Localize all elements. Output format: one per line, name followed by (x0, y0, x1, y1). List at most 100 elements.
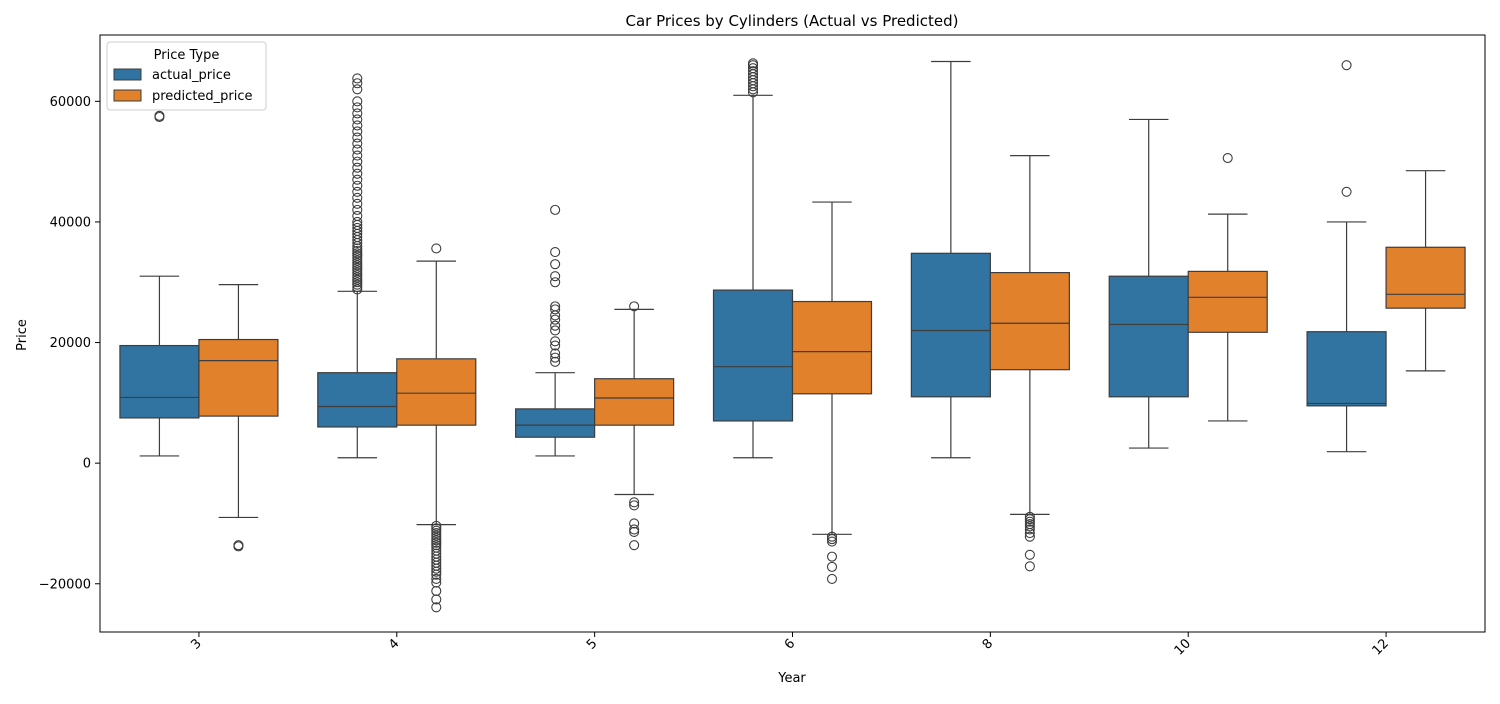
box-predicted_price-5 (594, 378, 675, 426)
outlier-predicted_price-5 (629, 540, 640, 551)
outlier-predicted_price-4 (431, 585, 442, 597)
outlier-predicted_price-4 (431, 525, 442, 536)
outlier-actual_price-4 (352, 282, 363, 293)
outlier-actual_price-4 (352, 260, 363, 271)
outlier-actual_price-5 (550, 340, 561, 351)
outlier-predicted_price-6 (826, 561, 838, 572)
outlier-predicted_price-4 (431, 537, 442, 548)
x-tick-label: 6 (782, 636, 798, 652)
box-predicted_price-3 (198, 338, 279, 417)
outlier-predicted_price-4 (431, 540, 442, 551)
box-actual_price-4 (317, 372, 398, 428)
outlier-predicted_price-6 (826, 531, 838, 542)
outlier-predicted_price-4 (431, 594, 442, 605)
outlier-actual_price-4 (352, 73, 363, 84)
outlier-predicted_price-4 (431, 520, 442, 531)
outlier-actual_price-5 (550, 247, 561, 258)
outlier-actual_price-3 (154, 110, 165, 121)
outlier-predicted_price-4 (431, 243, 442, 254)
outlier-actual_price-4 (352, 168, 363, 179)
outlier-predicted_price-4 (431, 602, 442, 613)
outlier-predicted_price-4 (431, 573, 442, 584)
x-tick-label: 12 (1370, 636, 1392, 658)
outlier-actual_price-4 (352, 204, 363, 215)
outlier-predicted_price-5 (629, 526, 640, 537)
outlier-actual_price-6 (747, 63, 759, 74)
outlier-actual_price-4 (352, 279, 363, 290)
outlier-actual_price-4 (352, 253, 363, 264)
outlier-actual_price-5 (550, 271, 561, 282)
box-actual_price-5 (515, 408, 596, 438)
outlier-actual_price-4 (352, 284, 363, 295)
outlier-actual_price-5 (550, 320, 561, 331)
outlier-actual_price-4 (352, 132, 363, 143)
outlier-predicted_price-5 (629, 500, 640, 511)
outlier-actual_price-5 (550, 348, 561, 359)
outlier-actual_price-5 (550, 304, 561, 315)
outlier-actual_price-4 (352, 162, 363, 173)
outlier-actual_price-4 (352, 186, 363, 197)
outlier-actual_price-4 (352, 144, 363, 155)
outlier-actual_price-4 (352, 269, 363, 281)
outlier-predicted_price-10 (1222, 152, 1233, 164)
outlier-predicted_price-8 (1024, 524, 1035, 535)
outlier-actual_price-5 (550, 259, 561, 270)
outlier-predicted_price-4 (431, 569, 442, 580)
outlier-actual_price-6 (747, 66, 759, 77)
outlier-predicted_price-4 (431, 535, 442, 546)
x-tick-label: 8 (980, 636, 996, 652)
outlier-actual_price-5 (550, 314, 561, 325)
y-axis-label: Price (15, 319, 30, 351)
outlier-actual_price-4 (352, 84, 363, 95)
outlier-actual_price-4 (352, 222, 363, 234)
outlier-actual_price-5 (550, 352, 561, 363)
outlier-predicted_price-8 (1024, 549, 1035, 560)
x-tick-label: 10 (1172, 636, 1194, 658)
outlier-actual_price-4 (352, 255, 363, 266)
legend-swatch-predicted_price (113, 89, 142, 102)
outlier-actual_price-4 (352, 180, 363, 191)
outlier-actual_price-4 (352, 120, 363, 131)
outlier-actual_price-5 (550, 325, 561, 336)
outlier-actual_price-4 (352, 192, 363, 203)
box-actual_price-3 (119, 344, 200, 419)
box-predicted_price-4 (396, 358, 477, 426)
y-tick-label: 20000 (50, 336, 91, 351)
outlier-actual_price-5 (550, 336, 561, 347)
outlier-actual_price-4 (352, 138, 363, 149)
legend-frame (106, 41, 267, 111)
x-tick-label: 3 (188, 636, 204, 652)
outlier-actual_price-4 (352, 216, 363, 227)
y-tick-label: −20000 (39, 577, 91, 592)
outlier-actual_price-5 (550, 204, 561, 215)
box-predicted_price-8 (989, 271, 1070, 371)
outlier-actual_price-4 (352, 102, 363, 113)
outlier-actual_price-4 (352, 150, 363, 161)
outlier-actual_price-6 (747, 58, 759, 69)
outlier-actual_price-12 (1341, 186, 1352, 197)
legend: Price Type actual_price predicted_price (106, 41, 267, 111)
outlier-predicted_price-8 (1024, 521, 1035, 532)
outlier-actual_price-5 (550, 277, 561, 288)
series-predicted_price (198, 152, 1466, 613)
outlier-predicted_price-4 (431, 528, 442, 539)
outlier-actual_price-4 (352, 265, 363, 276)
outlier-actual_price-12 (1341, 60, 1352, 71)
outlier-actual_price-4 (352, 243, 363, 254)
y-tick-label: 40000 (50, 215, 91, 230)
outlier-predicted_price-6 (826, 536, 838, 547)
outlier-actual_price-4 (352, 96, 363, 107)
box-predicted_price-12 (1385, 246, 1466, 309)
box-actual_price-10 (1108, 275, 1189, 398)
outlier-actual_price-4 (352, 245, 363, 256)
box-actual_price-8 (910, 252, 991, 398)
legend-label-actual_price: actual_price (152, 68, 231, 83)
outlier-actual_price-4 (352, 126, 363, 137)
box-actual_price-6 (712, 289, 794, 422)
x-tick-label: 4 (386, 636, 402, 652)
outlier-actual_price-4 (352, 250, 363, 261)
box-predicted_price-10 (1187, 270, 1268, 333)
chart-title: Car Prices by Cylinders (Actual vs Predi… (626, 12, 959, 30)
